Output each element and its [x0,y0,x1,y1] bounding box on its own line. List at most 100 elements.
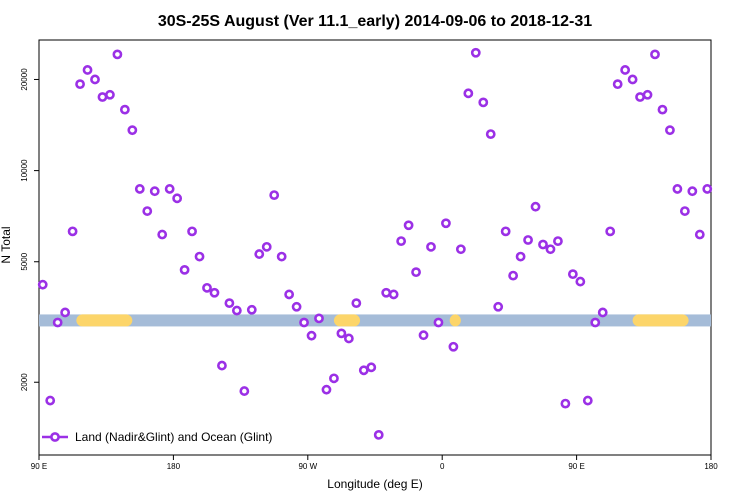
data-point [441,218,451,229]
x-tick-label-4: 0 [440,462,445,471]
data-point [179,264,190,275]
band-highlight-2 [333,314,361,327]
band-layer [39,314,711,327]
data-point [358,365,369,376]
data-point [373,429,384,440]
plot-frame [38,39,712,456]
data-point [381,287,392,298]
y-tick-label-2: 5000 [20,252,29,270]
data-point [97,92,108,102]
data-point [336,328,347,339]
y-axis: 2000 5000 10000 20000 [20,68,39,391]
data-point [426,241,436,252]
data-point [291,301,302,312]
data-point [493,301,504,312]
data-point [523,235,533,245]
data-point [433,317,444,328]
data-point [284,289,295,300]
data-point [575,276,586,287]
data-point [343,333,354,344]
chart-title: 30S-25S August (Ver 11.1_early) 2014-09-… [158,13,592,30]
data-point [224,298,235,309]
data-point [396,236,407,247]
y-tick-label-4: 20000 [20,68,29,91]
data-point [672,184,683,194]
data-point [627,74,638,85]
legend: Land (Nadir&Glint) and Ocean (Glint) [42,430,272,444]
data-point [567,269,578,280]
data-point [455,244,466,255]
data-point [75,79,85,90]
data-point [679,206,690,216]
data-point [269,190,280,201]
data-point [112,49,123,60]
data-point [172,193,183,204]
data-point [470,47,481,58]
band-base [39,314,711,327]
data-point [418,330,429,341]
data-points [37,47,713,440]
data-point [45,395,56,406]
data-point [620,65,631,75]
legend-marker-swatch [50,432,60,442]
data-point [276,251,287,262]
data-point [463,88,474,99]
data-point [388,289,399,300]
y-tick-label-1: 2000 [20,373,29,391]
data-point [194,251,205,262]
data-point [590,317,601,328]
data-point [314,313,324,324]
legend-label: Land (Nadir&Glint) and Ocean (Glint) [75,430,272,444]
data-point [665,125,675,136]
data-point [687,186,698,197]
data-point [351,298,362,309]
data-point [642,89,653,100]
data-point [119,104,130,115]
data-point [202,282,212,293]
data-point [597,307,608,318]
data-point [217,360,227,371]
data-point [164,184,175,194]
x-tick-label-3: 90 W [298,462,317,471]
band-highlight-3 [449,314,461,327]
data-point [530,201,541,212]
x-axis-label: Longitude (deg E) [327,477,422,491]
data-point [329,373,339,384]
data-point [105,89,115,100]
data-point [157,229,168,240]
data-point [560,398,571,409]
data-point [538,239,548,250]
data-point [52,317,63,328]
data-point [553,236,563,247]
data-point [209,287,220,298]
data-point [411,267,421,278]
data-point [261,241,272,252]
data-point [239,386,250,396]
data-point [657,104,668,115]
data-point [515,251,526,262]
data-point [650,49,660,60]
data-point [635,92,645,102]
y-axis-label: N Total [0,226,13,263]
data-point [299,317,309,328]
data-point [508,270,519,281]
data-point [612,79,623,90]
band-highlight-4 [632,314,689,327]
data-point [306,330,317,341]
band-highlight-1 [76,314,133,327]
data-point [231,305,242,316]
x-tick-label-1: 90 E [31,462,47,471]
data-point [702,184,713,194]
data-point [37,279,48,290]
data-point [694,229,705,240]
data-point [500,226,511,237]
data-point [485,129,496,139]
data-point [82,65,93,75]
data-point [149,186,160,197]
data-point [403,220,414,231]
data-point [448,341,459,352]
y-tick-label-3: 10000 [20,159,29,182]
data-point [60,307,71,318]
data-point [545,244,556,255]
